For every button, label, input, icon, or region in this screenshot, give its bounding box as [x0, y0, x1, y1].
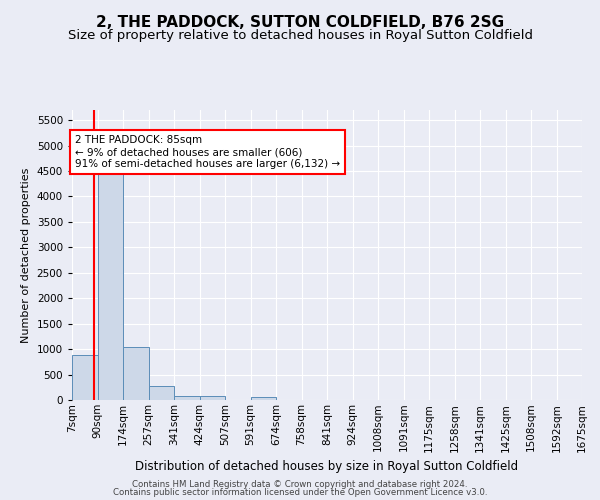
- Text: Contains HM Land Registry data © Crown copyright and database right 2024.: Contains HM Land Registry data © Crown c…: [132, 480, 468, 489]
- Bar: [251, 398, 276, 400]
- Bar: [149, 386, 174, 400]
- Bar: [123, 346, 149, 400]
- X-axis label: Distribution of detached houses by size in Royal Sutton Coldfield: Distribution of detached houses by size …: [136, 460, 518, 473]
- Text: Contains public sector information licensed under the Open Government Licence v3: Contains public sector information licen…: [113, 488, 487, 497]
- Text: 2, THE PADDOCK, SUTTON COLDFIELD, B76 2SG: 2, THE PADDOCK, SUTTON COLDFIELD, B76 2S…: [96, 15, 504, 30]
- Text: Size of property relative to detached houses in Royal Sutton Coldfield: Size of property relative to detached ho…: [67, 29, 533, 42]
- Bar: [72, 355, 97, 400]
- Bar: [97, 171, 123, 400]
- Bar: [174, 396, 199, 400]
- Bar: [199, 396, 225, 400]
- Text: 2 THE PADDOCK: 85sqm
← 9% of detached houses are smaller (606)
91% of semi-detac: 2 THE PADDOCK: 85sqm ← 9% of detached ho…: [75, 136, 340, 168]
- Y-axis label: Number of detached properties: Number of detached properties: [21, 168, 31, 342]
